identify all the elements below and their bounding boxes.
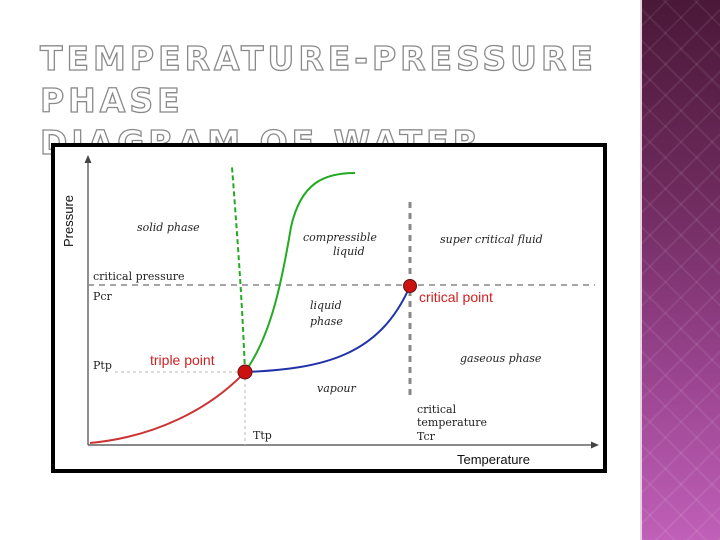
vapour-label: vapour <box>317 382 357 395</box>
critical-temperature-label-1: critical <box>417 403 457 416</box>
compressible-liquid-label-1: compressible <box>303 231 377 244</box>
slide-title-line1: TEMPERATURE-PRESSURE PHASE <box>39 38 597 120</box>
triple-point-label: triple point <box>150 352 215 368</box>
t-tp-label: Ttp <box>253 429 272 442</box>
supercritical-fluid-label: super critical fluid <box>440 233 543 246</box>
x-axis-arrow-icon <box>591 441 599 449</box>
sublimation-curve <box>89 371 246 444</box>
vaporization-curve <box>244 285 411 373</box>
compressible-liquid-curve <box>244 172 356 373</box>
critical-temperature-label-2: temperature <box>417 416 487 429</box>
t-cr-label: Tcr <box>417 430 436 443</box>
liquid-phase-label-2: phase <box>310 315 343 328</box>
compressible-liquid-label-2: liquid <box>333 245 365 258</box>
decorative-side-panel <box>642 0 720 540</box>
critical-pressure-label: critical pressure <box>93 270 185 283</box>
x-axis-label: Temperature <box>457 452 530 467</box>
phase-diagram: Pressure Temperature solid phase compres… <box>55 147 603 469</box>
solid-phase-label: solid phase <box>137 221 200 234</box>
triple-point-marker <box>237 364 253 380</box>
y-axis-arrow-icon <box>84 155 92 163</box>
phase-diagram-frame: Pressure Temperature solid phase compres… <box>51 143 607 473</box>
liquid-phase-label-1: liquid <box>310 299 342 312</box>
y-axis-label: Pressure <box>61 195 76 247</box>
critical-point-marker <box>403 279 417 293</box>
p-tp-label: Ptp <box>93 359 112 372</box>
p-cr-label: Pcr <box>93 290 113 303</box>
side-divider <box>640 0 642 540</box>
critical-point-label: critical point <box>419 289 493 305</box>
fusion-curve <box>231 166 246 373</box>
gaseous-phase-label: gaseous phase <box>460 352 542 365</box>
diagram-background <box>55 147 603 469</box>
